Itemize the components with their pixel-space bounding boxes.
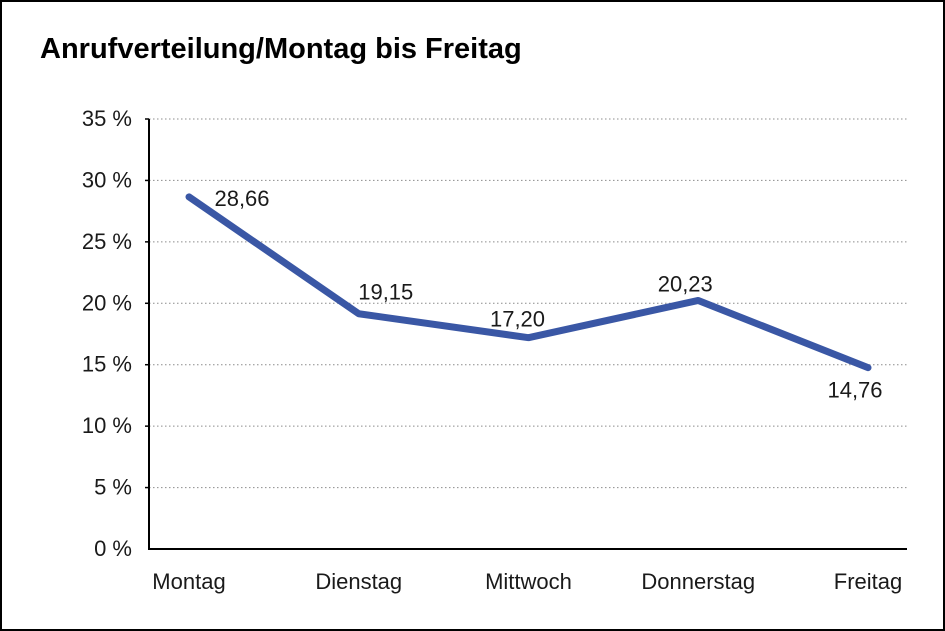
y-tick-label: 25 % — [82, 229, 132, 254]
data-point-label: 28,66 — [214, 186, 269, 211]
y-tick-label: 10 % — [82, 413, 132, 438]
data-series-line — [185, 193, 872, 372]
y-tick-label: 20 % — [82, 290, 132, 315]
data-point-label: 20,23 — [658, 271, 713, 296]
x-axis-label: Freitag — [834, 569, 902, 594]
data-point-label: 17,20 — [490, 307, 545, 332]
x-axis-label: Mittwoch — [485, 569, 572, 594]
y-tick-label: 15 % — [82, 352, 132, 377]
data-point-label: 19,15 — [358, 280, 413, 305]
data-point-label: 14,76 — [827, 378, 882, 403]
x-axis-label: Montag — [152, 569, 225, 594]
y-tick-label: 0 % — [94, 536, 132, 561]
chart-title: Anrufverteilung/Montag bis Freitag — [40, 33, 522, 65]
y-tick-label: 30 % — [82, 167, 132, 192]
y-tick-label: 5 % — [94, 475, 132, 500]
y-tick-label: 35 % — [82, 106, 132, 131]
x-axis-label: Dienstag — [315, 569, 402, 594]
x-axis-label: Donnerstag — [641, 569, 755, 594]
